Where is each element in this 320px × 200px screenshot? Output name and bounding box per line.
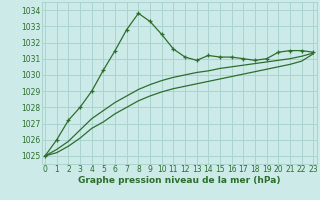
X-axis label: Graphe pression niveau de la mer (hPa): Graphe pression niveau de la mer (hPa) bbox=[78, 176, 280, 185]
